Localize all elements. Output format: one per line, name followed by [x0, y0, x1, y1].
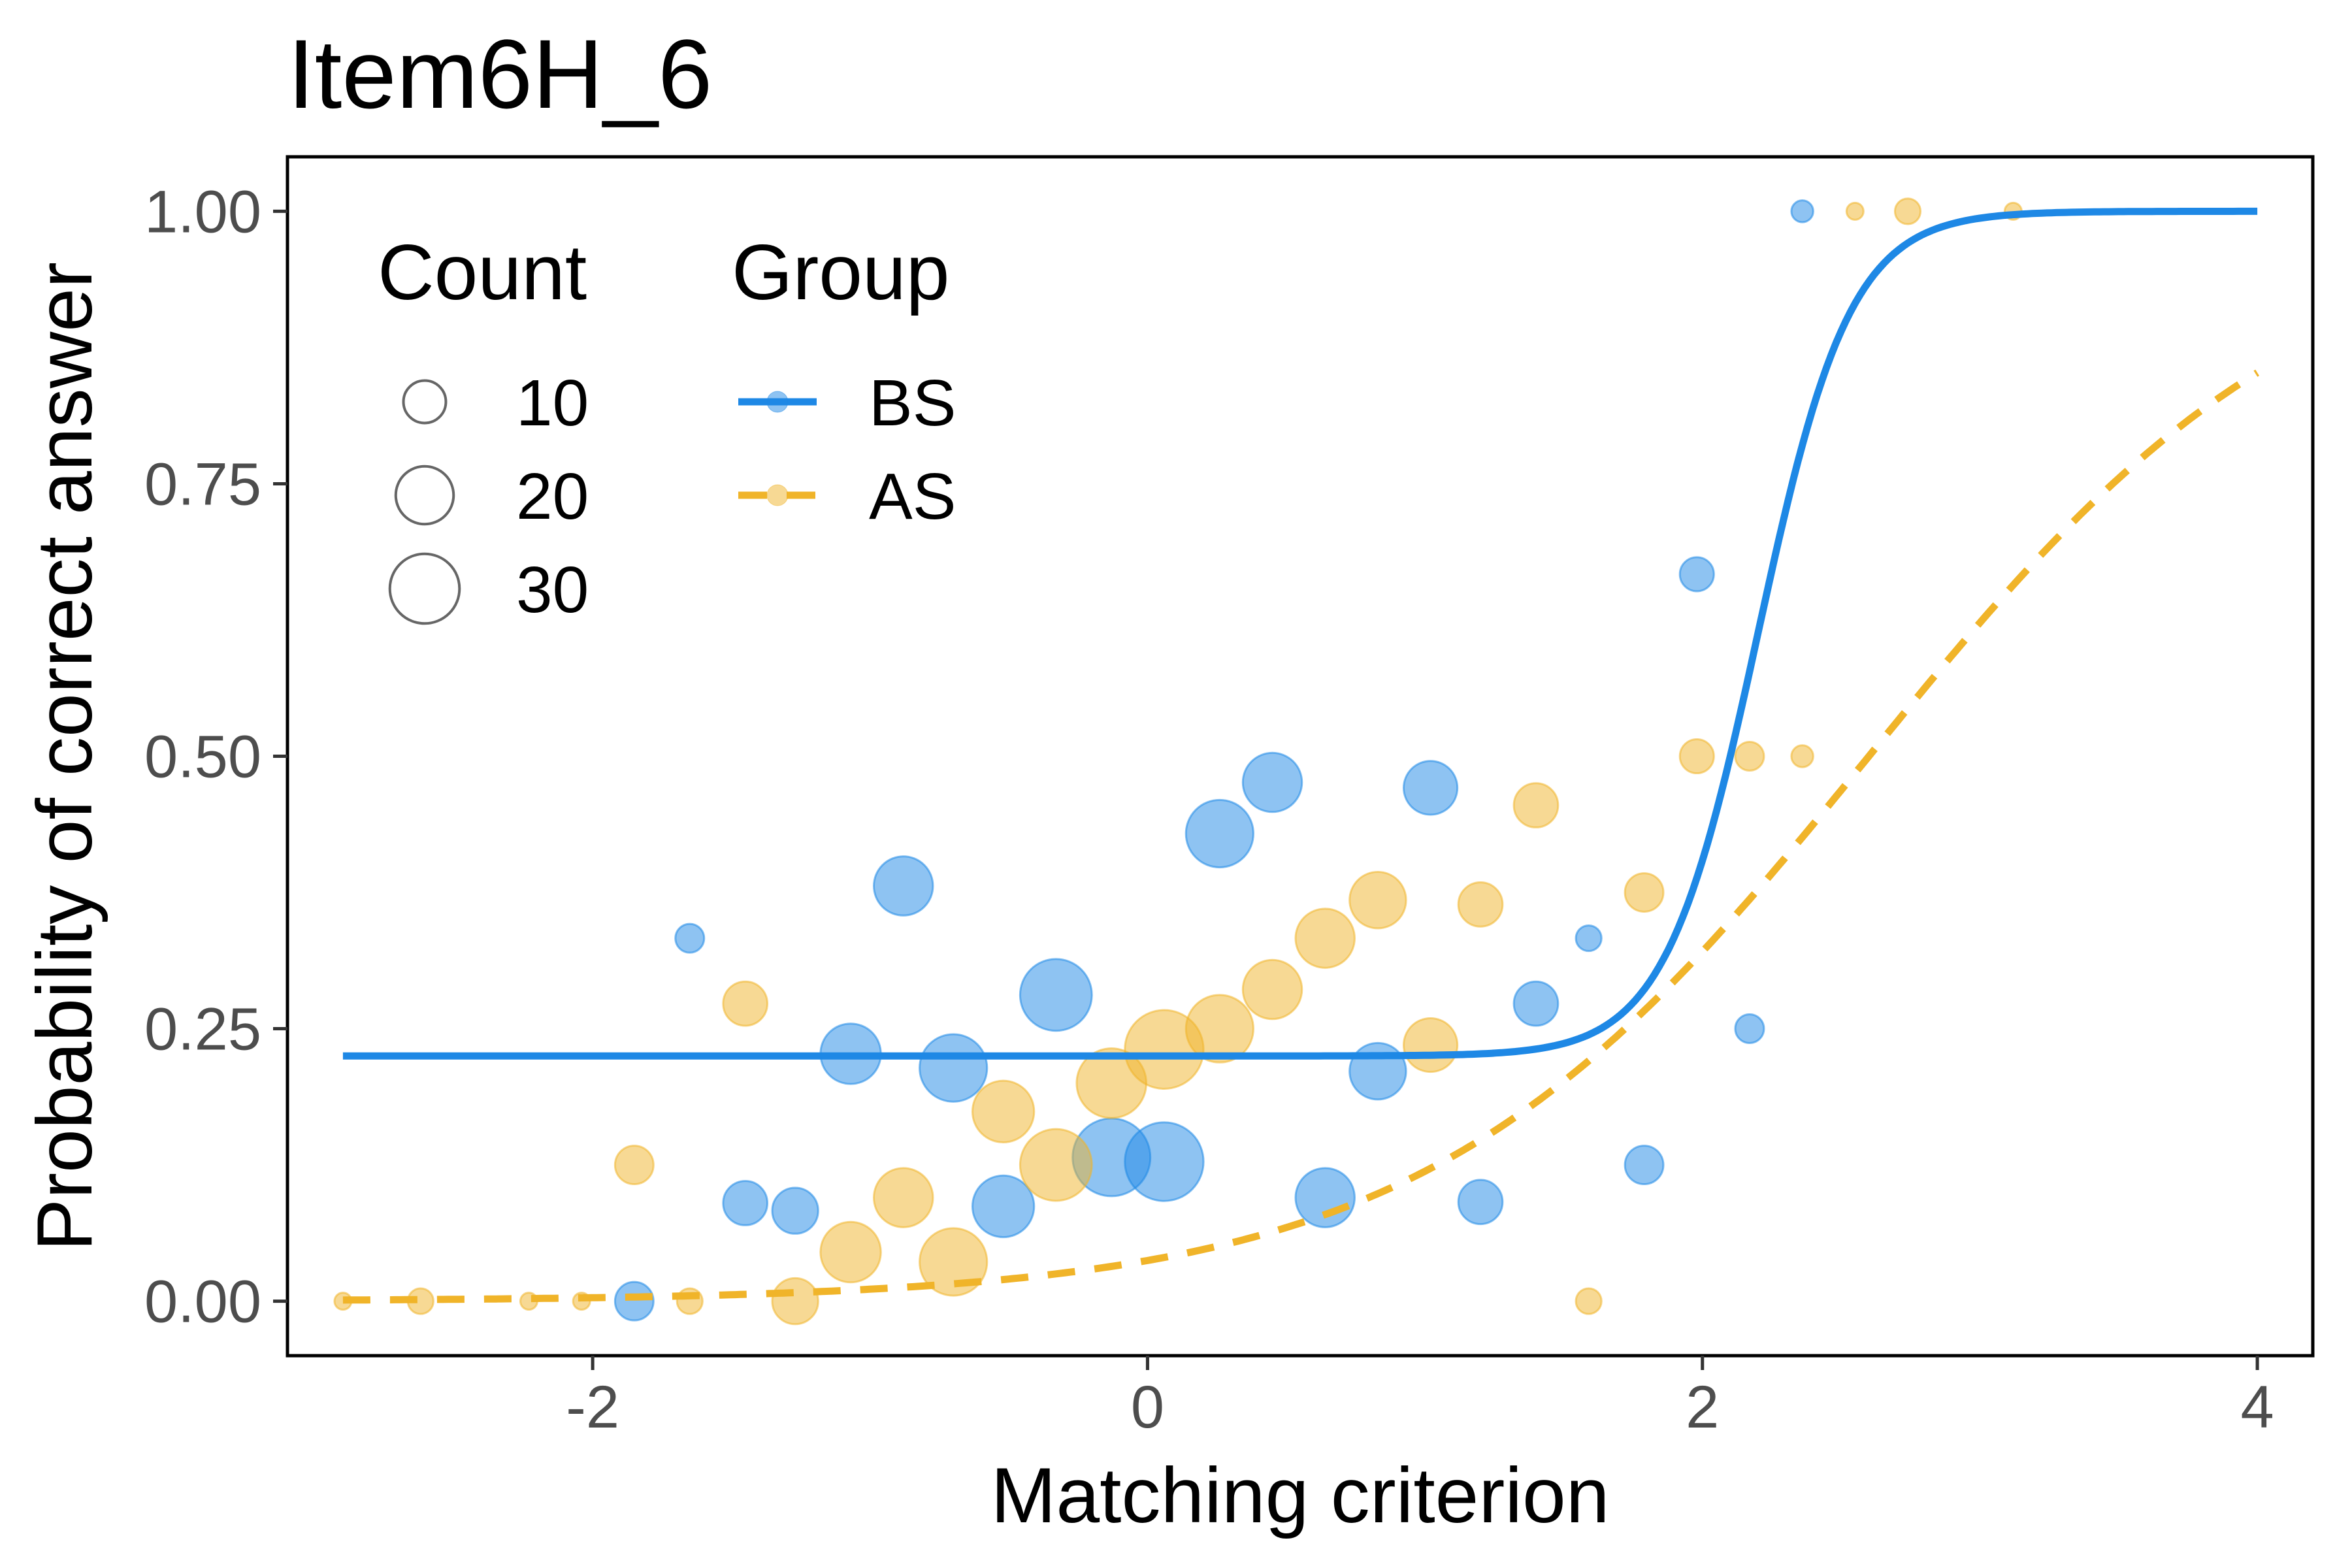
point-bs-18: [1575, 924, 1603, 953]
point-bs-14: [1348, 1041, 1407, 1101]
legend-count-label-30: 30: [516, 553, 589, 627]
points-layer: [333, 197, 2023, 1326]
legend-count-key-10: [402, 379, 448, 425]
legend-count-key-20: [394, 465, 455, 526]
point-as-10: [919, 1227, 988, 1297]
point-as-21: [1512, 782, 1560, 828]
point-as-8: [819, 1220, 882, 1284]
point-as-11: [971, 1079, 1036, 1143]
curve-bs: [342, 207, 2258, 1060]
point-as-4: [613, 1145, 655, 1186]
point-as-17: [1294, 907, 1356, 969]
y-axis-title: Probability of correct answer: [21, 262, 108, 1251]
point-bs-10: [1124, 1121, 1205, 1202]
x-tick-label-2: 2: [1686, 1374, 1719, 1441]
point-as-23: [1624, 872, 1665, 913]
curve-as: [342, 369, 2260, 1304]
point-bs-0: [613, 1281, 655, 1322]
x-tick-label-3: 4: [2240, 1374, 2274, 1441]
point-bs-19: [1624, 1145, 1665, 1186]
point-as-24: [1678, 738, 1715, 775]
point-bs-7: [971, 1174, 1036, 1239]
point-as-28: [1893, 197, 1922, 225]
point-bs-15: [1402, 760, 1459, 816]
point-as-22: [1575, 1287, 1603, 1315]
legend-group-entries: BS AS: [738, 367, 956, 533]
point-as-25: [1734, 741, 1765, 772]
legend-group-label-as: AS: [869, 460, 956, 533]
point-bs-12: [1241, 751, 1303, 813]
point-bs-2: [722, 1180, 769, 1226]
legend-count-entries: 10 20 30: [388, 367, 589, 627]
point-as-27: [1845, 201, 1865, 221]
curves-layer: [342, 207, 2260, 1304]
point-bs-3: [771, 1186, 819, 1235]
x-tick-label-1: 0: [1131, 1374, 1164, 1441]
legend-count-label-10: 10: [516, 367, 589, 440]
point-as-18: [1348, 870, 1407, 930]
y-axis: 0.00 0.25 0.50 0.75 1.00: [144, 178, 287, 1335]
legend: Count Group 10 20 30 BS AS: [378, 229, 956, 627]
chart-title: Item6H_6: [287, 19, 712, 129]
point-as-19: [1402, 1017, 1459, 1073]
legend-count-key-30: [388, 552, 461, 625]
point-bs-21: [1734, 1013, 1765, 1045]
point-as-6: [722, 980, 769, 1027]
point-bs-1: [674, 923, 706, 954]
y-tick-label-4: 1.00: [144, 178, 261, 245]
point-bs-22: [1790, 199, 1814, 223]
point-bs-6: [919, 1033, 988, 1103]
point-as-7: [771, 1277, 819, 1326]
point-bs-5: [872, 855, 934, 917]
x-axis: -2 0 2 4: [566, 1356, 2274, 1441]
point-bs-20: [1678, 556, 1715, 593]
legend-group-title: Group: [732, 229, 950, 316]
x-tick-label-0: -2: [566, 1374, 619, 1441]
legend-group-point-as: [766, 484, 789, 506]
x-axis-title: Matching criterion: [990, 1452, 1609, 1539]
y-tick-label-2: 0.50: [144, 724, 261, 791]
point-as-9: [872, 1167, 934, 1228]
point-as-12: [1019, 1128, 1093, 1202]
point-as-26: [1790, 744, 1814, 768]
y-tick-label-0: 0.00: [144, 1269, 261, 1335]
point-bs-11: [1184, 798, 1254, 869]
point-bs-8: [1019, 958, 1093, 1032]
point-as-16: [1241, 958, 1303, 1021]
point-as-15: [1184, 994, 1254, 1064]
point-bs-16: [1457, 1179, 1504, 1226]
y-tick-label-3: 0.75: [144, 451, 261, 517]
legend-group-label-bs: BS: [869, 367, 956, 440]
legend-group-point-bs: [766, 391, 789, 413]
legend-count-title: Count: [378, 229, 587, 316]
legend-count-label-20: 20: [516, 460, 589, 533]
point-bs-17: [1512, 980, 1560, 1027]
point-as-20: [1457, 881, 1504, 928]
y-tick-label-1: 0.25: [144, 996, 261, 1063]
